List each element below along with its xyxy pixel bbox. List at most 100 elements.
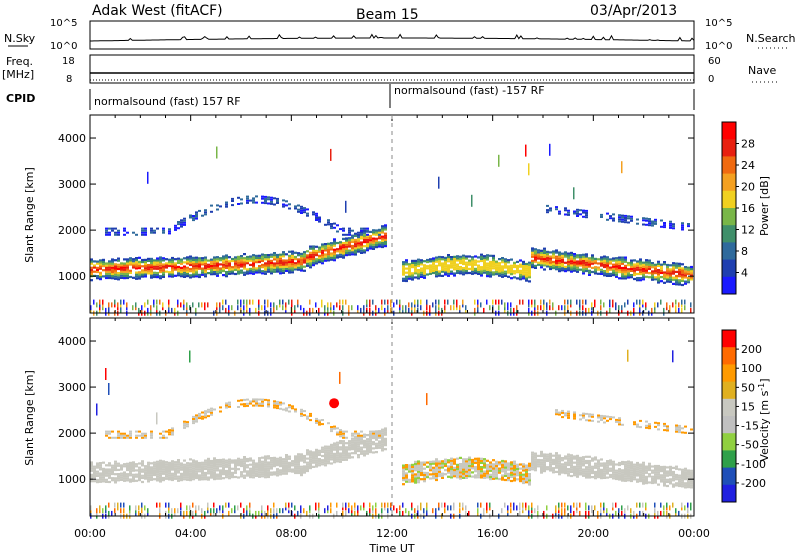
power-cell [228, 262, 231, 265]
power-cell [435, 458, 438, 461]
power-cell [645, 302, 647, 308]
power-cell [138, 434, 141, 437]
power-cell [417, 307, 419, 313]
velocity-cluster [329, 398, 340, 409]
power-cell [504, 478, 507, 482]
power-cell [543, 253, 546, 257]
power-cell [207, 272, 210, 275]
power-cell [534, 248, 537, 251]
power-cell [555, 458, 558, 461]
power-cell [273, 254, 276, 257]
power-cell [162, 305, 164, 311]
power-cell [438, 255, 441, 259]
power-cell [267, 266, 270, 269]
power-cell [273, 264, 276, 267]
power-cell [111, 264, 114, 267]
power-cell [357, 454, 360, 457]
power-cell [597, 266, 600, 269]
power-cell [225, 271, 228, 274]
power-cell [246, 255, 249, 259]
power-cell [99, 261, 102, 264]
power-cell [666, 278, 669, 281]
power-cell [588, 269, 591, 272]
power-cell [483, 462, 486, 465]
power-cell [198, 209, 201, 212]
power-cell [357, 449, 360, 453]
power-cell [312, 264, 315, 267]
power-cell [486, 262, 489, 265]
power-cell [549, 207, 552, 210]
power-cell [525, 265, 528, 268]
power-cell [462, 254, 465, 257]
power-cell [576, 262, 579, 265]
power-cell [207, 466, 210, 469]
power-cell [264, 266, 267, 269]
power-cell [330, 256, 333, 259]
power-cell [657, 279, 660, 282]
power-cell [594, 257, 597, 260]
power-cell [549, 263, 552, 266]
power-cell [360, 430, 363, 433]
power-cell [264, 254, 267, 257]
power-cell [570, 464, 573, 467]
power-cell [297, 455, 300, 458]
power-cell [186, 258, 189, 261]
power-cell [123, 266, 126, 269]
power-cell [93, 480, 96, 483]
power-cell [663, 469, 666, 473]
power-cell [342, 250, 345, 253]
power-cell [318, 421, 321, 424]
power-cell [162, 265, 165, 268]
power-cell [420, 269, 423, 272]
power-cell [108, 233, 111, 236]
power-cell [459, 456, 462, 459]
power-cell [669, 222, 672, 225]
power-cell [309, 454, 312, 457]
power-cell [351, 508, 353, 514]
power-cell [411, 278, 414, 281]
power-cell [429, 270, 432, 273]
power-cell [447, 258, 450, 261]
power-cell [531, 508, 533, 514]
power-cell [486, 268, 489, 271]
power-cell [321, 423, 324, 426]
power-cell [150, 268, 153, 271]
power-cell [264, 465, 267, 468]
power-cell [339, 255, 342, 258]
power-cell [117, 259, 120, 262]
power-cell [294, 307, 296, 313]
power-cell [285, 269, 288, 272]
power-cell [300, 212, 303, 214]
power-cell [216, 264, 219, 267]
power-cell [243, 460, 246, 463]
power-cell [144, 258, 147, 261]
power-cell [297, 254, 300, 257]
power-cell [249, 270, 252, 273]
power-cell [402, 279, 405, 282]
power-cell [561, 502, 563, 508]
power-cell [441, 502, 443, 508]
power-cell [534, 464, 537, 468]
power-cell [369, 230, 372, 233]
power-cell [354, 249, 357, 252]
power-cell [357, 434, 360, 437]
power-cell [384, 431, 387, 434]
power-cell [108, 470, 111, 473]
power-cell [138, 430, 141, 433]
power-cell [120, 268, 123, 271]
power-cell [261, 471, 264, 474]
power-cell [624, 214, 627, 217]
power-cell [225, 258, 228, 261]
power-cell [300, 459, 303, 462]
power-cell [609, 258, 612, 261]
power-cell [669, 276, 672, 279]
power-cell [243, 261, 246, 264]
power-cell [549, 463, 552, 466]
power-cell [246, 464, 249, 467]
power-cell [654, 222, 657, 225]
power-cell [111, 275, 114, 278]
power-cell [279, 401, 282, 404]
power-cell [324, 257, 327, 260]
power-cell [102, 467, 105, 470]
power-cell [684, 425, 687, 428]
